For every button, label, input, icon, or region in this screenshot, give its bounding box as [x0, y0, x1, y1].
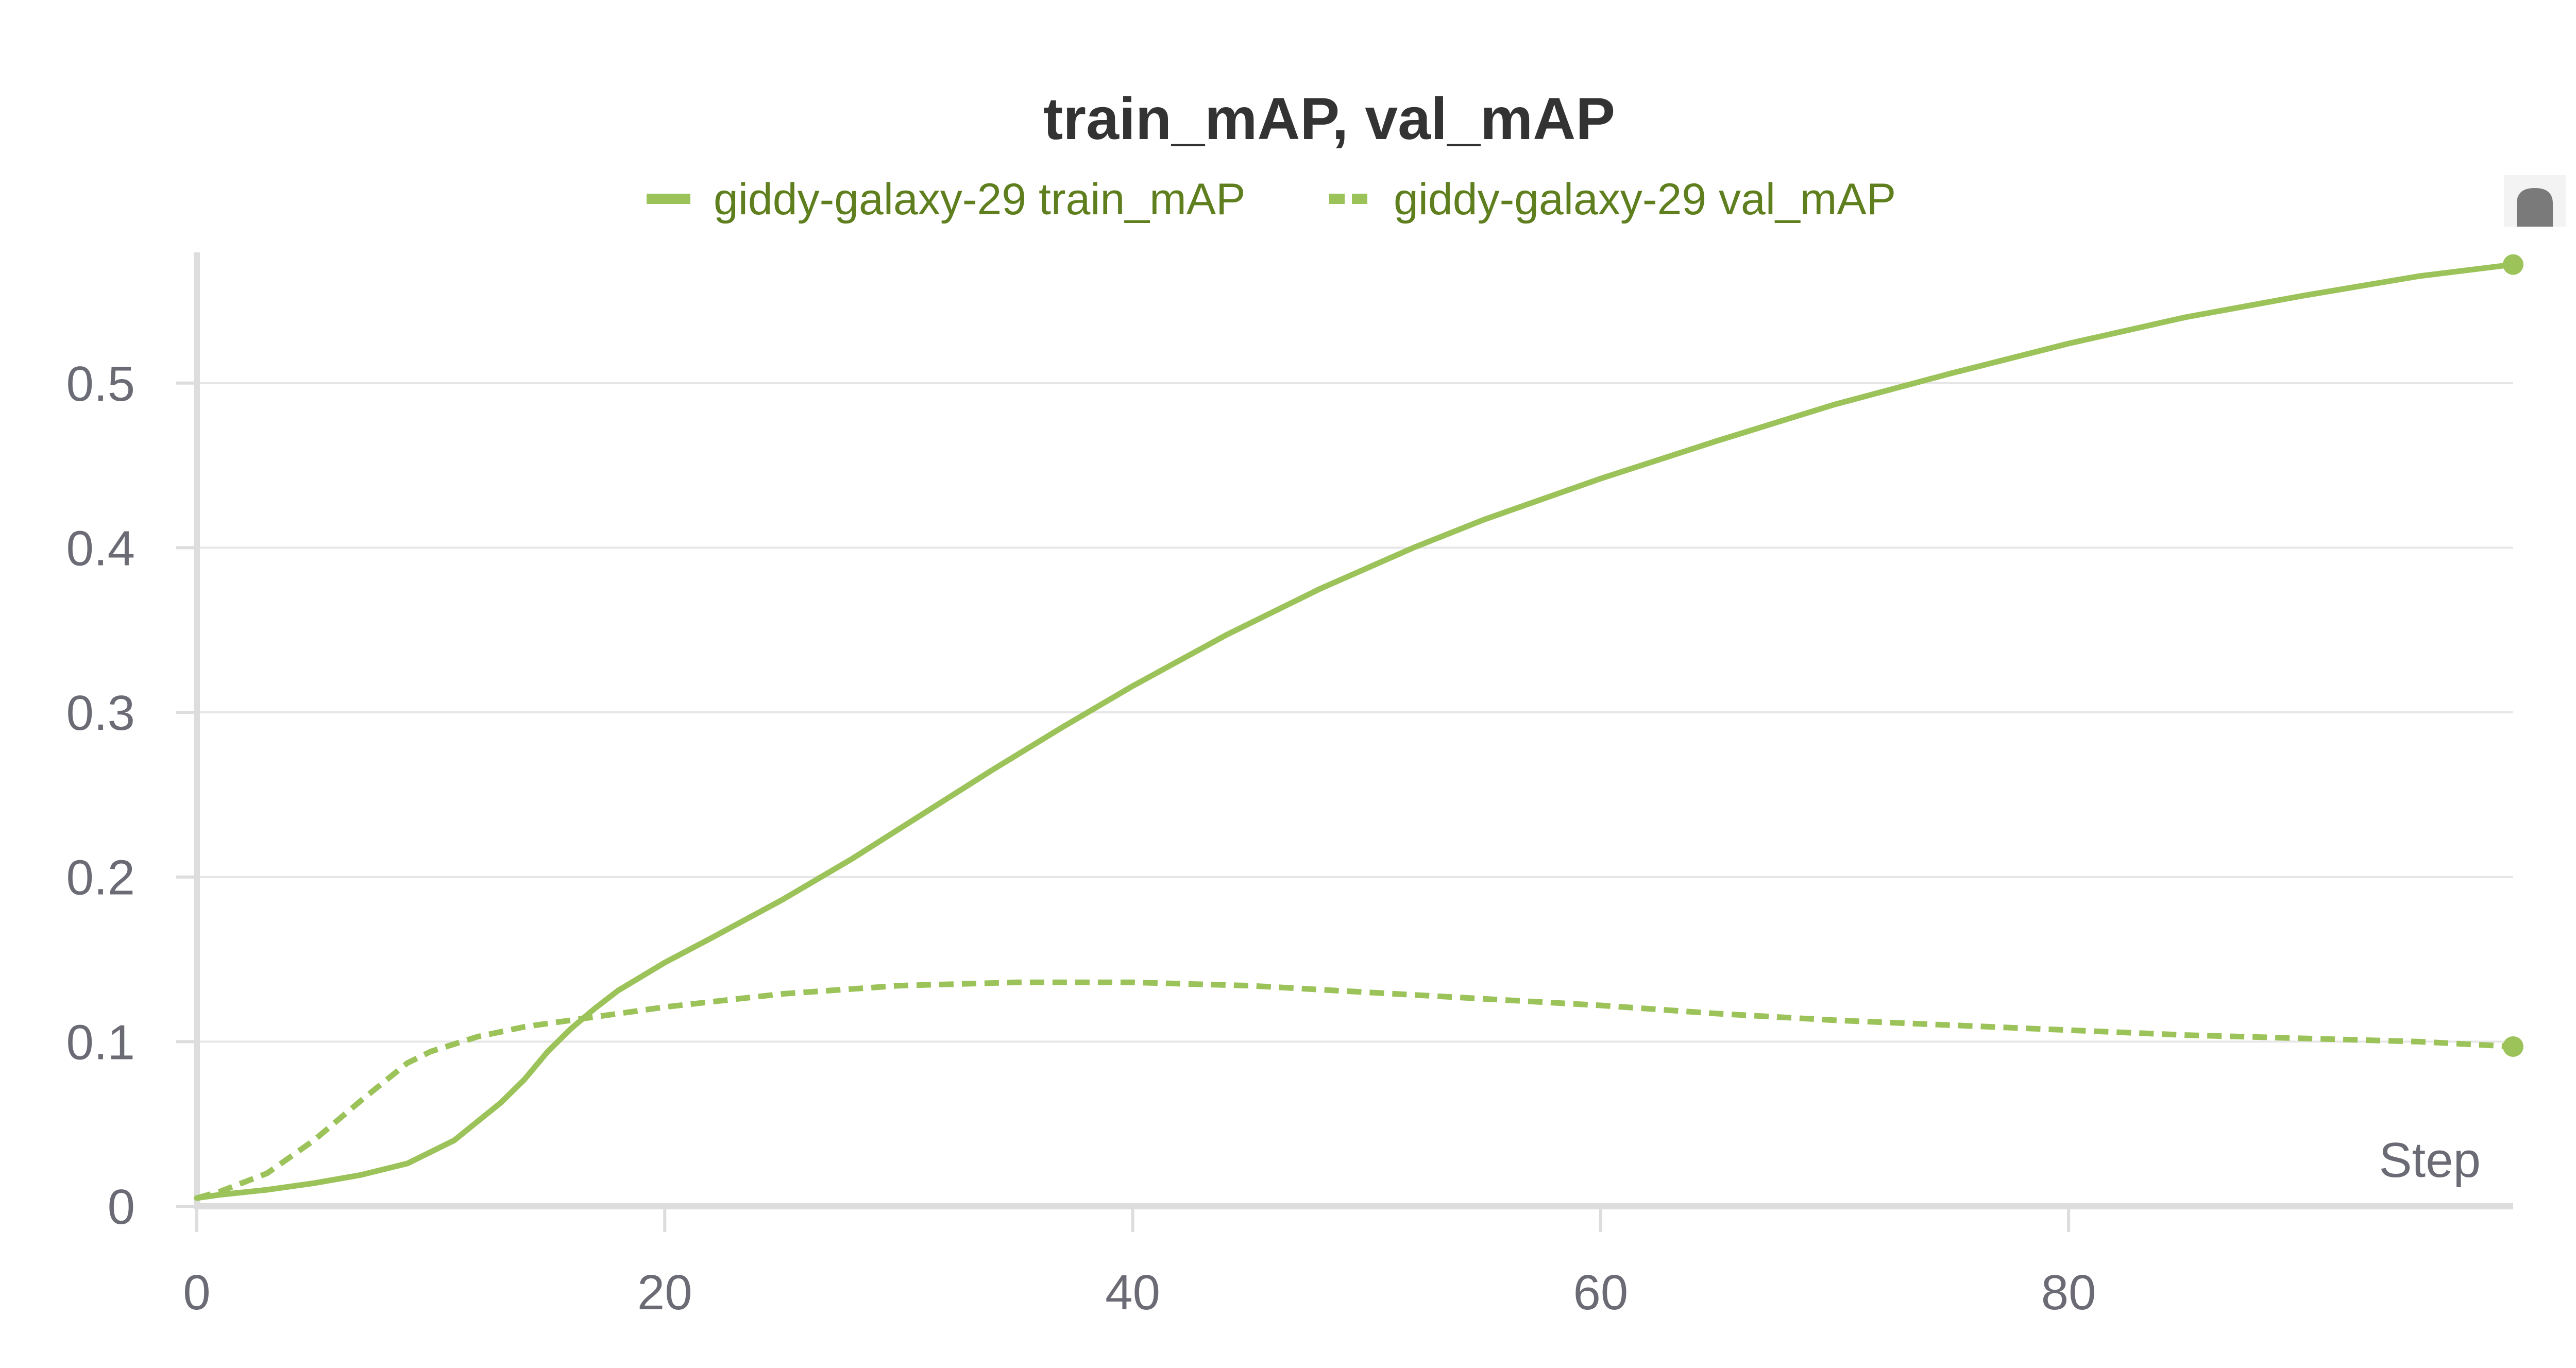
x-tick-label: 80 [2041, 1265, 2096, 1320]
legend: giddy-galaxy-29 train_mAP giddy-galaxy-2… [647, 175, 1896, 224]
gridlines [197, 382, 2513, 1043]
y-tick-label: 0.1 [66, 1015, 135, 1070]
x-axis-label: Step [2379, 1133, 2481, 1188]
y-tick-label: 0.3 [66, 686, 135, 741]
y-tick-label: 0 [108, 1179, 135, 1235]
axes [176, 252, 2513, 1232]
y-tick-label: 0.2 [66, 850, 135, 905]
series-line-train-mAP [194, 262, 2516, 1201]
legend-label-train: giddy-galaxy-29 train_mAP [714, 175, 1246, 224]
tick-labels: 0 0.1 0.2 0.3 0.4 0.5 0 20 40 60 80 [66, 356, 2096, 1320]
panel-menu-icon[interactable] [2504, 175, 2566, 227]
chart-title: train_mAP, val_mAP [1043, 86, 1615, 152]
x-tick-label: 0 [183, 1265, 210, 1320]
y-tick-label: 0.5 [66, 356, 135, 412]
x-tick-label: 40 [1105, 1265, 1160, 1320]
legend-label-val: giddy-galaxy-29 val_mAP [1394, 175, 1896, 224]
x-tick-label: 20 [637, 1265, 692, 1320]
series-end-point-train [2503, 254, 2523, 275]
series-end-point-val [2503, 1036, 2523, 1057]
y-tick-label: 0.4 [66, 521, 135, 576]
x-tick-label: 60 [1573, 1265, 1628, 1320]
plot-lines [194, 254, 2523, 1201]
series-line-val-mAP [196, 979, 2514, 1201]
